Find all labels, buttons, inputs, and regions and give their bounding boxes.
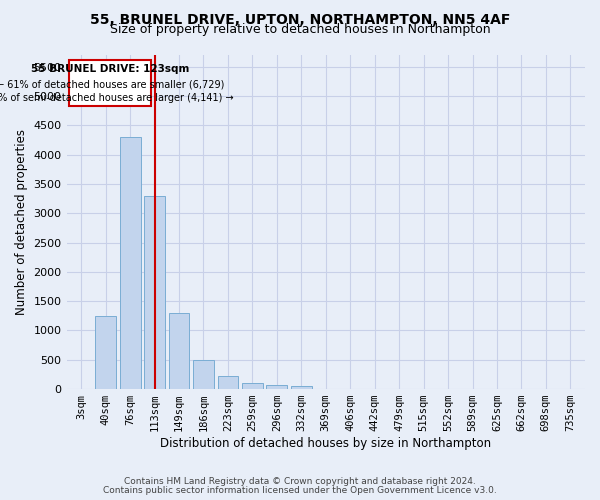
Bar: [120, 137, 140, 389]
Bar: [218, 376, 238, 389]
Text: ← 61% of detached houses are smaller (6,729): ← 61% of detached houses are smaller (6,…: [0, 79, 224, 89]
Bar: [193, 360, 214, 389]
Bar: [144, 196, 165, 389]
Bar: [169, 313, 190, 389]
Text: Contains public sector information licensed under the Open Government Licence v3: Contains public sector information licen…: [103, 486, 497, 495]
Bar: [69, 60, 151, 106]
Text: 55 BRUNEL DRIVE: 123sqm: 55 BRUNEL DRIVE: 123sqm: [31, 64, 189, 74]
Bar: [95, 316, 116, 389]
X-axis label: Distribution of detached houses by size in Northampton: Distribution of detached houses by size …: [160, 437, 491, 450]
Bar: [266, 385, 287, 389]
Text: 55, BRUNEL DRIVE, UPTON, NORTHAMPTON, NN5 4AF: 55, BRUNEL DRIVE, UPTON, NORTHAMPTON, NN…: [90, 12, 510, 26]
Text: Contains HM Land Registry data © Crown copyright and database right 2024.: Contains HM Land Registry data © Crown c…: [124, 477, 476, 486]
Text: Size of property relative to detached houses in Northampton: Size of property relative to detached ho…: [110, 24, 490, 36]
Y-axis label: Number of detached properties: Number of detached properties: [15, 129, 28, 315]
Bar: [291, 386, 312, 389]
Text: 38% of semi-detached houses are larger (4,141) →: 38% of semi-detached houses are larger (…: [0, 92, 234, 102]
Bar: [242, 382, 263, 389]
